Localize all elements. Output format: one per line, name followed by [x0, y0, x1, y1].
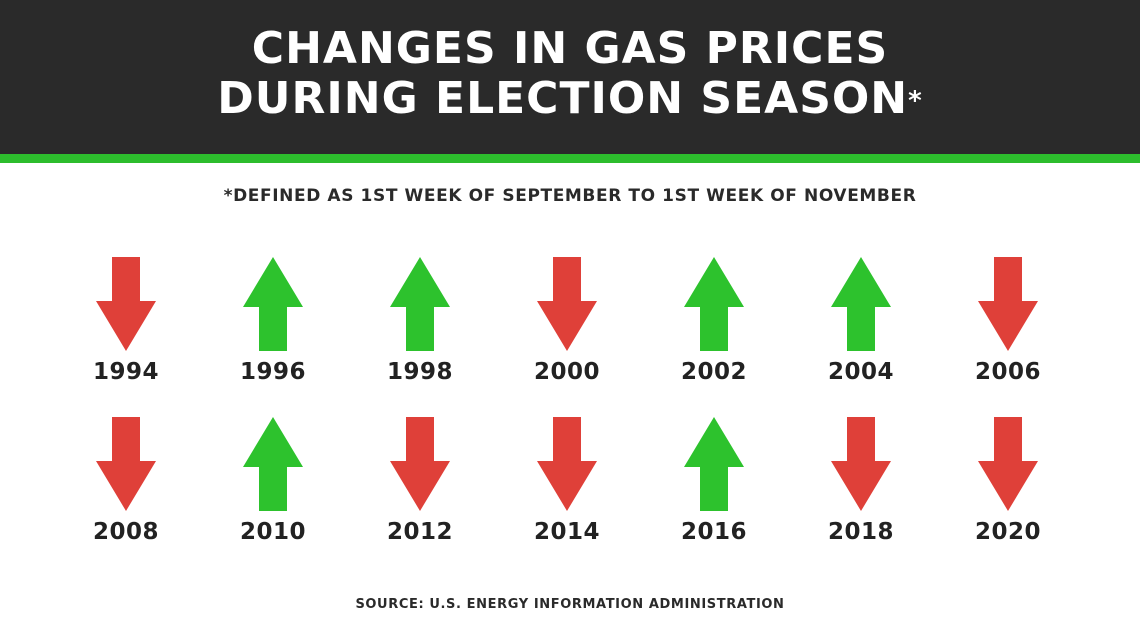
subtitle-definition: *DEFINED AS 1ST WEEK OF SEPTEMBER TO 1ST…: [223, 186, 917, 206]
year-label: 2010: [239, 519, 306, 545]
up-arrow-icon: [831, 257, 891, 351]
year-item: 2008: [66, 417, 186, 557]
down-arrow-icon: [96, 417, 156, 511]
down-arrow-icon: [978, 417, 1038, 511]
title-line-1: CHANGES IN GAS PRICES: [251, 23, 889, 74]
year-item: 2020: [948, 417, 1068, 557]
year-item: 2010: [213, 417, 333, 557]
down-arrow-icon: [831, 417, 891, 511]
year-item: 2016: [654, 417, 774, 557]
title-asterisk: *: [908, 86, 923, 116]
year-label: 2016: [680, 519, 747, 545]
year-item: 2000: [507, 257, 627, 397]
year-label: 1996: [239, 359, 306, 385]
year-item: 2012: [360, 417, 480, 557]
header-banner: [0, 0, 1140, 154]
accent-stripe: [0, 154, 1140, 163]
up-arrow-icon: [243, 257, 303, 351]
up-arrow-icon: [684, 417, 744, 511]
page-title: CHANGES IN GAS PRICES DURING ELECTION SE…: [0, 24, 1140, 124]
year-item: 1996: [213, 257, 333, 397]
down-arrow-icon: [537, 417, 597, 511]
title-line-2-text: DURING ELECTION SEASON: [217, 73, 909, 124]
year-label: 1998: [386, 359, 453, 385]
year-label: 1994: [92, 359, 159, 385]
year-label: 2000: [533, 359, 600, 385]
down-arrow-icon: [978, 257, 1038, 351]
up-arrow-icon: [243, 417, 303, 511]
down-arrow-icon: [537, 257, 597, 351]
year-label: 2014: [533, 519, 600, 545]
year-item: 2014: [507, 417, 627, 557]
year-label: 2004: [827, 359, 894, 385]
year-item: 2004: [801, 257, 921, 397]
year-label: 2006: [974, 359, 1041, 385]
down-arrow-icon: [390, 417, 450, 511]
year-label: 2002: [680, 359, 747, 385]
title-line-2: DURING ELECTION SEASON*: [0, 74, 1140, 124]
year-label: 2012: [386, 519, 453, 545]
up-arrow-icon: [390, 257, 450, 351]
year-label: 2008: [92, 519, 159, 545]
source-note: SOURCE: U.S. ENERGY INFORMATION ADMINIST…: [355, 597, 785, 612]
year-label: 2020: [974, 519, 1041, 545]
year-item: 2018: [801, 417, 921, 557]
down-arrow-icon: [96, 257, 156, 351]
year-label: 2018: [827, 519, 894, 545]
up-arrow-icon: [684, 257, 744, 351]
year-item: 2006: [948, 257, 1068, 397]
year-item: 1994: [66, 257, 186, 397]
year-item: 2002: [654, 257, 774, 397]
year-item: 1998: [360, 257, 480, 397]
